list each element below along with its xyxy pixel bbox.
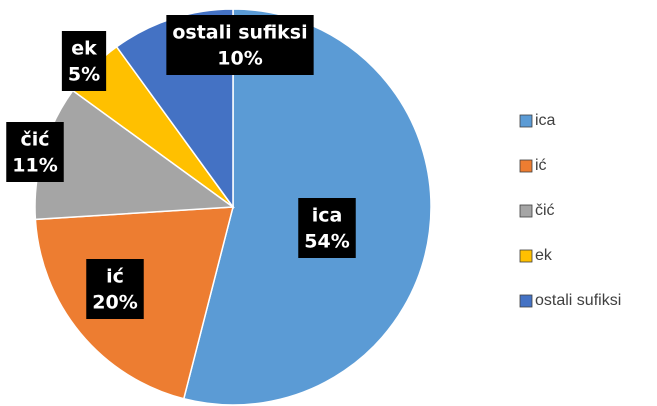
legend-label: čić	[535, 202, 555, 219]
data-label: ica 54%	[298, 198, 356, 258]
label-value: 11%	[12, 155, 57, 177]
legend-swatch	[519, 159, 533, 173]
label-name: ica	[312, 205, 343, 227]
legend-label: ek	[535, 247, 553, 264]
label-value: 54%	[304, 231, 349, 253]
label-value: 10%	[217, 48, 262, 70]
label-box	[86, 259, 144, 319]
label-box	[61, 31, 107, 91]
legend-swatch	[519, 204, 533, 218]
legend-swatch	[519, 114, 533, 128]
label-name: ostali sufiksi	[172, 22, 307, 44]
label-name: čić	[20, 129, 49, 151]
label-name: ek	[71, 38, 97, 60]
legend-swatch	[519, 294, 533, 308]
label-box	[166, 15, 314, 75]
label-name: ić	[106, 266, 124, 288]
data-label: ić 20%	[86, 259, 144, 319]
data-label: čić 11%	[6, 122, 64, 182]
legend-label: ić	[535, 157, 547, 174]
label-box	[6, 122, 64, 182]
data-label: ostali sufiksi 10%	[166, 15, 314, 75]
label-value: 5%	[68, 64, 100, 86]
legend-label: ostali sufiksi	[535, 292, 621, 309]
legend-swatch	[519, 249, 533, 263]
label-value: 20%	[92, 292, 137, 314]
label-box	[298, 198, 356, 258]
legend-label: ica	[535, 112, 556, 129]
data-label: ek 5%	[61, 31, 107, 91]
